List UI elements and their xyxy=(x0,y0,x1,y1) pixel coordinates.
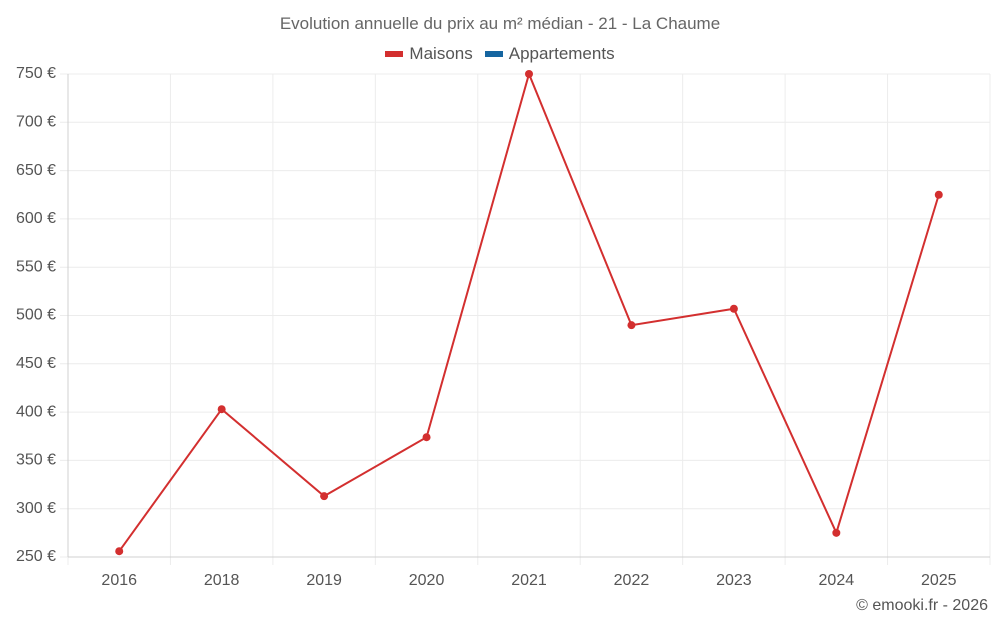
data-point-maisons xyxy=(729,304,738,313)
y-tick-label: 250 € xyxy=(16,548,56,565)
data-point-maisons xyxy=(525,70,533,78)
y-tick-label: 300 € xyxy=(16,500,56,517)
y-tick-label: 750 € xyxy=(16,65,56,82)
y-tick-label: 450 € xyxy=(16,355,56,372)
chart-legend: Maisons Appartements xyxy=(0,44,1000,64)
data-point-maisons xyxy=(422,433,431,442)
legend-swatch-maisons xyxy=(385,51,404,57)
y-tick-label: 550 € xyxy=(16,258,56,275)
legend-item-maisons[interactable]: Maisons xyxy=(385,44,473,64)
data-point-maisons xyxy=(934,190,943,199)
grid xyxy=(60,73,991,565)
series-line-maisons xyxy=(118,70,940,552)
data-point-maisons xyxy=(627,321,636,330)
y-tick-label: 500 € xyxy=(16,307,56,324)
data-point-maisons xyxy=(217,405,226,414)
legend-item-appartements[interactable]: Appartements xyxy=(484,44,615,64)
y-tick-label: 400 € xyxy=(16,403,56,420)
x-tick-label: 2018 xyxy=(204,572,240,589)
data-point-maisons xyxy=(832,528,841,537)
y-tick-label: 350 € xyxy=(16,452,56,469)
y-tick-label: 700 € xyxy=(16,114,56,131)
y-tick-label: 650 € xyxy=(16,162,56,179)
chart-title: Evolution annuelle du prix au m² médian … xyxy=(279,14,721,33)
x-tick-label: 2016 xyxy=(101,572,137,589)
legend-swatch-appartements xyxy=(484,51,503,57)
credit-text: © emooki.fr - 2026 xyxy=(856,597,988,614)
x-tick-label: 2021 xyxy=(511,572,547,589)
x-tick-label: 2019 xyxy=(306,572,342,589)
x-tick-label: 2022 xyxy=(614,572,650,589)
data-point-maisons xyxy=(115,547,124,556)
x-tick-label: 2025 xyxy=(921,572,957,589)
x-tick-label: 2024 xyxy=(819,572,855,589)
legend-label-appartements: Appartements xyxy=(508,44,615,63)
legend-label-maisons: Maisons xyxy=(409,44,473,63)
data-point-maisons xyxy=(320,492,329,501)
x-tick-label: 2023 xyxy=(716,572,752,589)
y-tick-label: 600 € xyxy=(16,210,56,227)
x-tick-label: 2020 xyxy=(409,572,445,589)
